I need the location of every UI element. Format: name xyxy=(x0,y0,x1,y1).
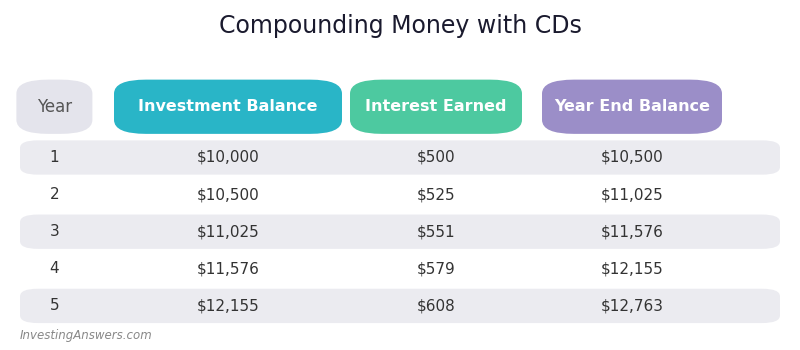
FancyBboxPatch shape xyxy=(20,177,780,212)
Text: $12,155: $12,155 xyxy=(197,299,259,313)
Text: 2: 2 xyxy=(50,187,59,202)
Text: Interest Earned: Interest Earned xyxy=(366,99,506,114)
Text: $525: $525 xyxy=(417,187,455,202)
Text: 4: 4 xyxy=(50,261,59,276)
FancyBboxPatch shape xyxy=(20,215,780,249)
FancyBboxPatch shape xyxy=(114,80,342,134)
Text: $11,576: $11,576 xyxy=(197,261,259,276)
FancyBboxPatch shape xyxy=(542,80,722,134)
Text: $12,155: $12,155 xyxy=(601,261,663,276)
Text: $608: $608 xyxy=(417,299,455,313)
Text: $11,025: $11,025 xyxy=(197,224,259,239)
Text: Compounding Money with CDs: Compounding Money with CDs xyxy=(218,14,582,38)
Text: 3: 3 xyxy=(50,224,59,239)
Text: $11,025: $11,025 xyxy=(601,187,663,202)
FancyBboxPatch shape xyxy=(20,252,780,286)
Text: 1: 1 xyxy=(50,150,59,165)
FancyBboxPatch shape xyxy=(20,140,780,175)
FancyBboxPatch shape xyxy=(350,80,522,134)
Text: $10,500: $10,500 xyxy=(197,187,259,202)
Text: $500: $500 xyxy=(417,150,455,165)
Text: $10,500: $10,500 xyxy=(601,150,663,165)
Text: Year: Year xyxy=(37,98,72,116)
Text: $12,763: $12,763 xyxy=(601,299,663,313)
Text: $10,000: $10,000 xyxy=(197,150,259,165)
Text: 5: 5 xyxy=(50,299,59,313)
FancyBboxPatch shape xyxy=(17,80,93,134)
Text: $11,576: $11,576 xyxy=(601,224,663,239)
Text: Investment Balance: Investment Balance xyxy=(138,99,318,114)
Text: $579: $579 xyxy=(417,261,455,276)
FancyBboxPatch shape xyxy=(20,289,780,323)
Text: Year End Balance: Year End Balance xyxy=(554,99,710,114)
Text: InvestingAnswers.com: InvestingAnswers.com xyxy=(20,329,153,342)
Text: $551: $551 xyxy=(417,224,455,239)
